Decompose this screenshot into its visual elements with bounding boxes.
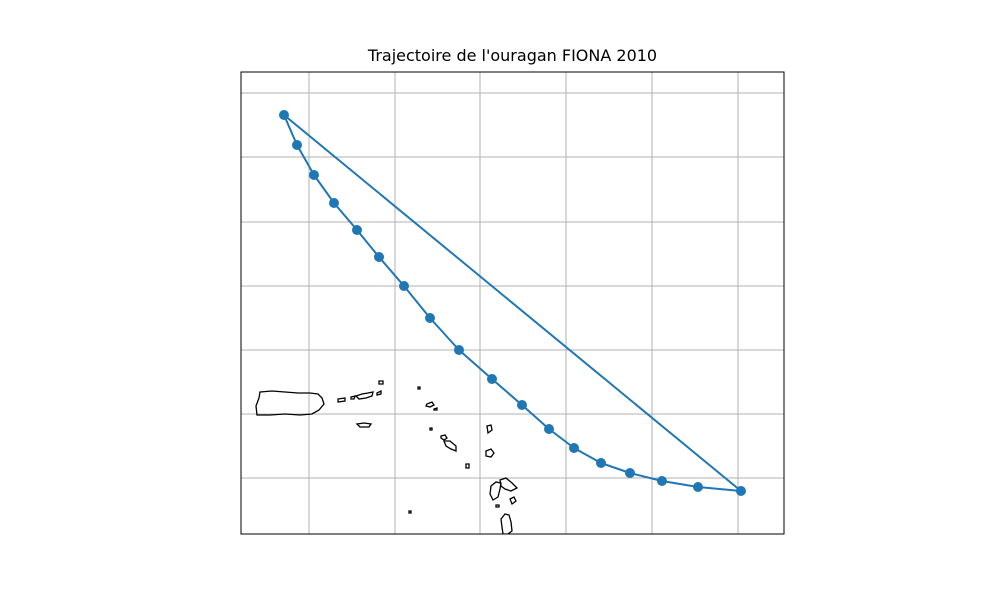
track-point [487,374,497,384]
virgin-islands-coastline [378,380,384,385]
virgin-islands-coastline [376,389,382,396]
map-title: Trajectoire de l'ouragan FIONA 2010 [367,46,658,65]
virgin-islands-coastline [354,391,374,400]
graticule [241,72,784,534]
antigua-coastline [485,448,495,458]
track-point [454,345,464,355]
track-point [625,468,635,478]
track-point [657,476,667,486]
track-point [425,313,435,323]
guadeloupe-coastline [499,477,519,492]
culebra-coastline [350,395,356,400]
marie-galante-coastline [509,496,517,506]
anguilla-coastline [417,386,421,390]
track-point [399,281,409,291]
track-point [279,110,289,120]
track-point [517,400,527,410]
track-point [693,482,703,492]
track-point [736,486,746,496]
track-point [292,140,302,150]
st-eustatius-coastline [429,427,433,431]
track-line [283,114,742,492]
saba-coastline [408,510,412,514]
track-point [374,252,384,262]
puerto-rico-coastline [255,390,325,416]
st-barthelemy-coastline [433,407,438,411]
vieques-coastline [337,397,346,403]
track-point [352,225,362,235]
track-point [544,424,554,434]
coastlines [255,380,519,534]
guadeloupe-coastline [489,481,502,501]
dominica-coastline [500,513,513,534]
track-point [309,170,319,180]
track-point [329,198,339,208]
barbuda-coastline [486,424,493,435]
hurricane-track [279,110,746,496]
map-frame [240,71,785,535]
st-martin-coastline [425,401,435,408]
track-point [569,443,579,453]
st-kitts-coastline [440,434,448,441]
montserrat-coastline [465,463,470,469]
st-croix-coastline [355,422,373,428]
track-point [596,458,606,468]
nevis-coastline [443,440,457,452]
les-saintes-coastline [495,504,500,508]
